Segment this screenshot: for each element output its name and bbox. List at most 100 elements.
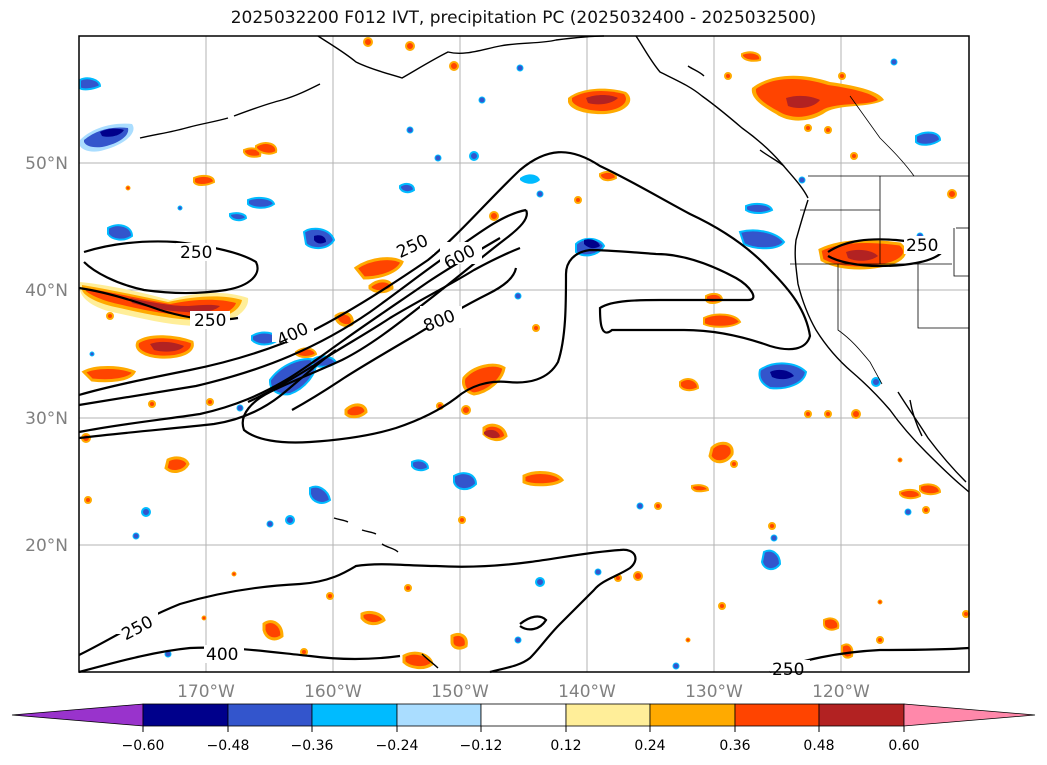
colorbar-tick: −0.48 <box>207 738 250 754</box>
precip-cell <box>177 205 183 211</box>
precip-cell <box>106 312 114 320</box>
precip-cell <box>326 592 334 600</box>
precip-blob <box>368 279 394 294</box>
precip-cell <box>947 189 957 199</box>
precip-cell <box>469 151 479 161</box>
precip-blob <box>522 471 565 487</box>
colorbar-segment <box>649 703 736 727</box>
latitude-labels: 50°N 40°N 30°N 20°N <box>25 154 68 556</box>
precip-blob <box>584 239 600 249</box>
precip-blob <box>399 182 416 194</box>
precip-cell <box>685 637 691 643</box>
colorbar-tick: −0.12 <box>460 738 503 754</box>
precip-blob <box>164 456 190 473</box>
colorbar-extend-high <box>903 703 1036 727</box>
precip-blob <box>679 378 700 392</box>
precip-blob <box>360 610 386 626</box>
contour-label: 250 <box>772 660 804 680</box>
precip-blob <box>586 95 618 105</box>
precip-cell <box>724 72 732 80</box>
colorbar-tick: −0.36 <box>291 738 334 754</box>
precip-blob <box>262 620 284 641</box>
precip-cell <box>285 515 295 525</box>
precip-cell <box>478 96 486 104</box>
precip-blob <box>919 483 942 496</box>
precip-blob <box>247 196 276 209</box>
precip-cell <box>84 496 92 504</box>
precip-blob <box>841 643 854 659</box>
precip-cell <box>730 460 738 468</box>
precip-blob <box>823 617 840 631</box>
precip-blob <box>786 95 820 108</box>
map-title: 2025032200 F012 IVT, precipitation PC (2… <box>230 8 817 28</box>
precip-cell <box>804 410 812 418</box>
precip-cell <box>516 64 524 72</box>
precip-cell <box>636 502 644 510</box>
precip-cell <box>489 211 499 221</box>
precip-cell <box>890 58 898 66</box>
precip-cell <box>850 152 858 160</box>
precip-cell <box>824 410 832 418</box>
precip-cell <box>363 37 373 47</box>
precip-cell <box>458 516 466 524</box>
precip-cell <box>266 520 274 528</box>
precip-cell <box>876 636 884 644</box>
precip-blob <box>738 229 786 250</box>
precip-blob <box>599 170 618 182</box>
lat-label: 50°N <box>25 154 68 174</box>
colorbar-tick: 0.36 <box>719 738 750 754</box>
precip-blob <box>915 131 942 146</box>
precip-cell <box>824 126 832 134</box>
precip-blob <box>770 369 794 380</box>
colorbar-tick: −0.24 <box>376 738 419 754</box>
precip-cell <box>536 190 544 198</box>
lon-label: 170°W <box>177 682 235 702</box>
precip-blob <box>899 488 922 500</box>
precip-cell <box>132 532 140 540</box>
precip-cell <box>798 176 806 184</box>
precip-blob <box>691 484 710 493</box>
colorbar-tick: 0.60 <box>888 738 919 754</box>
precip-blob <box>81 366 137 383</box>
precip-cell <box>231 571 237 577</box>
precip-cell <box>594 568 602 576</box>
precip-cell <box>148 400 156 408</box>
precip-blob <box>79 77 102 91</box>
precip-cell <box>897 457 903 463</box>
lon-label: 150°W <box>431 682 489 702</box>
precip-blob <box>334 311 354 328</box>
lat-label: 40°N <box>25 281 68 301</box>
contour-label: 400 <box>206 645 238 665</box>
colorbar-segment <box>311 703 398 727</box>
precip-cell <box>768 522 776 530</box>
precip-cell <box>434 154 442 162</box>
precip-blob <box>705 292 724 304</box>
colorbar-ticks: −0.60 −0.48 −0.36 −0.24 −0.12 0.12 0.24 … <box>122 738 920 754</box>
lon-label: 120°W <box>812 682 870 702</box>
precip-cell <box>89 351 95 357</box>
precip-cell <box>449 61 459 71</box>
precip-cell <box>804 124 812 132</box>
precip-cell <box>461 405 471 415</box>
precip-cell <box>633 571 643 581</box>
precip-cell <box>871 377 881 387</box>
precip-cell <box>962 610 970 618</box>
precip-cell <box>654 502 662 510</box>
contour-labels: 250 250 400 250 600 800 250 250 400 250 <box>116 231 944 680</box>
precip-cell <box>535 577 545 587</box>
colorbar-segment <box>227 703 313 727</box>
lat-label: 20°N <box>25 536 68 556</box>
precip-blob <box>846 249 878 261</box>
lon-label: 140°W <box>558 682 616 702</box>
colorbar-tick: 0.12 <box>550 738 581 754</box>
colorbar <box>11 703 1036 727</box>
lon-label: 160°W <box>304 682 362 702</box>
precip-cell <box>404 584 412 592</box>
longitude-labels: 170°W 160°W 150°W 140°W 130°W 120°W <box>177 682 870 702</box>
precip-cell <box>877 599 883 605</box>
precip-blob <box>344 403 368 419</box>
precip-blob <box>402 651 434 670</box>
precip-cell <box>514 292 522 300</box>
precip-blob <box>255 142 278 155</box>
